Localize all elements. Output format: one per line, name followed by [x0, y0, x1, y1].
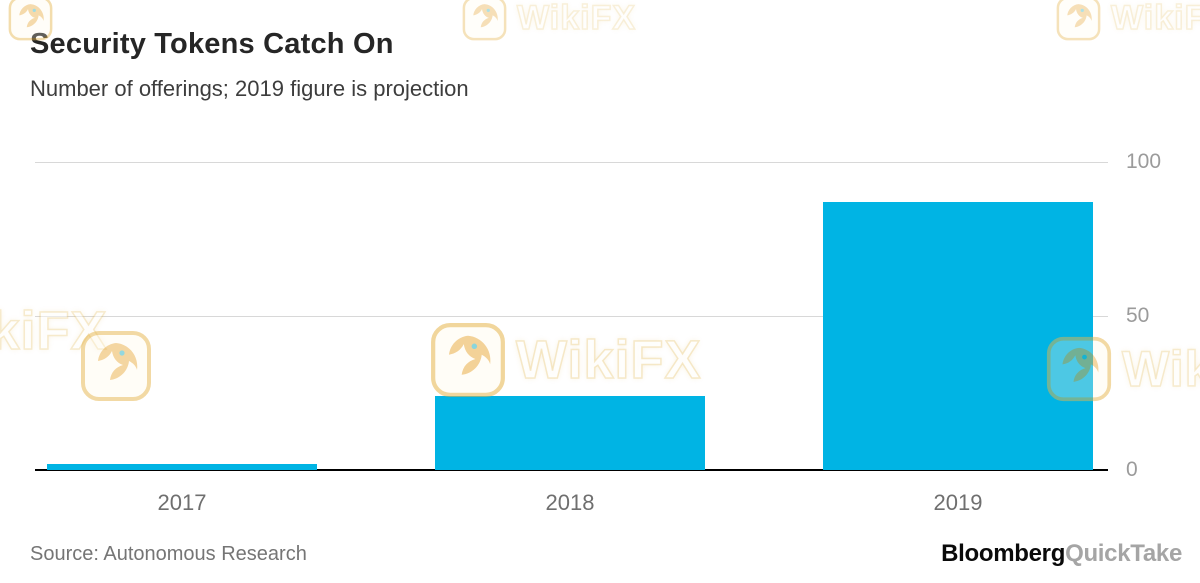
wikifx-logo-icon: [1056, 0, 1101, 41]
wikifx-logo-icon: [1046, 336, 1112, 402]
wikifx-watermark-text: WikiFX: [1110, 0, 1200, 38]
wikifx-watermark: [8, 0, 53, 41]
source-text: Source: Autonomous Research: [30, 543, 307, 565]
wikifx-watermark: WikiFX: [462, 0, 636, 41]
wikifx-watermark-text: WikiFX: [516, 0, 637, 38]
wikifx-watermark: WikiFX: [0, 300, 108, 362]
wikifx-watermark: WikiFX: [430, 322, 702, 398]
wikifx-watermark-text: WikiFX: [0, 300, 108, 362]
wikifx-watermark-text: WikiFX: [1121, 340, 1200, 398]
wikifx-watermark-text: WikiFX: [515, 329, 702, 391]
wikifx-watermark: [80, 330, 152, 402]
wikifx-logo-icon: [81, 331, 151, 401]
chart-title: Security Tokens Catch On: [30, 28, 394, 60]
wikifx-watermark: WikiFX: [1056, 0, 1200, 41]
brand-quicktake: QuickTake: [1065, 540, 1182, 567]
wikifx-logo-icon: [431, 323, 505, 397]
brand-bloomberg: Bloomberg: [941, 540, 1066, 567]
wikifx-watermark: WikiFX: [1046, 336, 1200, 402]
chart-subtitle: Number of offerings; 2019 figure is proj…: [30, 76, 469, 101]
wikifx-logo-icon: [8, 0, 53, 41]
wikifx-logo-icon: [462, 0, 507, 41]
bloomberg-quicktake-logo: BloombergQuickTake: [941, 540, 1182, 568]
